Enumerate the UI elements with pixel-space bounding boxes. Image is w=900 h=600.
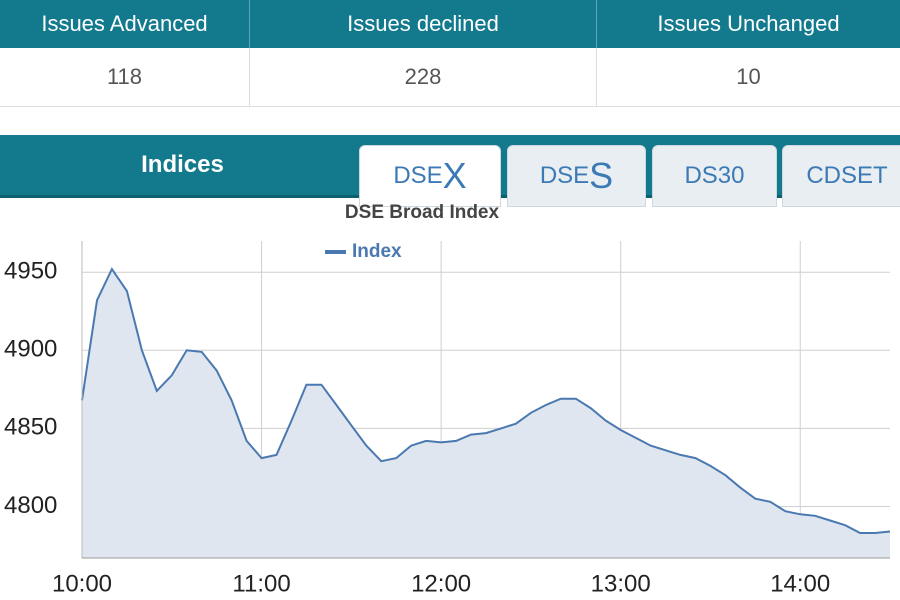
y-tick-label: 4950 <box>4 258 57 285</box>
y-tick-label: 4900 <box>4 336 57 363</box>
stat-value: 10 <box>597 48 900 107</box>
line <box>81 267 891 534</box>
stat-value: 228 <box>250 48 597 107</box>
area <box>82 269 890 558</box>
tab[interactable]: DS30 <box>652 145 777 207</box>
tab-label: DSE <box>393 162 443 189</box>
tab-label: DSE <box>539 162 590 189</box>
tab-label: S <box>589 155 614 196</box>
tab-label: X <box>442 155 467 196</box>
y-tick-label: 4800 <box>4 492 57 519</box>
stat-value: 118 <box>0 48 250 107</box>
x-tick-label: 14:00 <box>770 570 830 597</box>
section-title: Indices <box>141 151 224 178</box>
x-tick-label: 12:00 <box>411 570 471 597</box>
x-tick-label: 10:00 <box>52 570 112 597</box>
tab-label: CDSET <box>806 162 888 189</box>
tab[interactable]: CDSET <box>782 145 900 207</box>
tab[interactable]: DSE X <box>359 145 501 207</box>
tab[interactable]: DSE S <box>507 145 646 207</box>
stat-header: Issues declined <box>250 0 597 48</box>
x-tick-label: 11:00 <box>232 570 290 597</box>
tab-label: DS30 <box>684 162 745 189</box>
legend-label: Index <box>352 241 402 262</box>
x-tick-label: 13:00 <box>591 570 651 597</box>
chart-title: DSE Broad Index <box>345 202 500 223</box>
stat-header: Issues Unchanged <box>597 0 900 48</box>
stat-header: Issues Advanced <box>0 0 250 48</box>
y-tick-label: 4850 <box>4 414 57 441</box>
